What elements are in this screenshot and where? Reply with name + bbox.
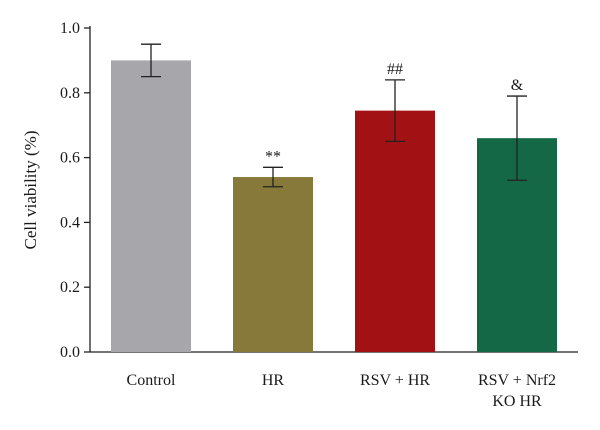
bar-control bbox=[111, 60, 191, 353]
y-tick-label: 0.0 bbox=[60, 344, 80, 361]
x-tick-label: RSV + HR bbox=[360, 372, 430, 389]
x-tick-labels: Control HR RSV + HR RSV + Nrf2 KO HR bbox=[127, 372, 556, 410]
y-tick-label: 0.8 bbox=[60, 85, 80, 102]
bars bbox=[111, 60, 557, 353]
significance-marker: & bbox=[511, 77, 524, 94]
significance-annotations: ** ## & bbox=[265, 61, 524, 165]
y-axis-title: Cell viability (%) bbox=[21, 131, 40, 250]
bar-hr bbox=[233, 177, 313, 352]
y-tick-label: 1.0 bbox=[60, 20, 80, 37]
y-tick-label: 0.6 bbox=[60, 150, 80, 167]
error-bar bbox=[263, 166, 283, 188]
significance-marker: ** bbox=[265, 148, 281, 165]
x-tick-label: Control bbox=[127, 372, 176, 389]
error-bar bbox=[385, 79, 405, 143]
x-tick-label: RSV + Nrf2 KO HR bbox=[478, 372, 556, 410]
y-tick-label: 0.2 bbox=[60, 279, 80, 296]
error-bars bbox=[141, 43, 527, 188]
y-axis: 0.0 0.2 0.4 0.6 0.8 1.0 bbox=[60, 20, 91, 361]
error-bar bbox=[507, 95, 527, 181]
bar-rsv-hr bbox=[355, 110, 435, 353]
x-tick-label: HR bbox=[262, 372, 285, 389]
error-bar bbox=[141, 43, 161, 78]
y-tick-label: 0.4 bbox=[60, 214, 80, 231]
significance-marker: ## bbox=[387, 61, 403, 78]
